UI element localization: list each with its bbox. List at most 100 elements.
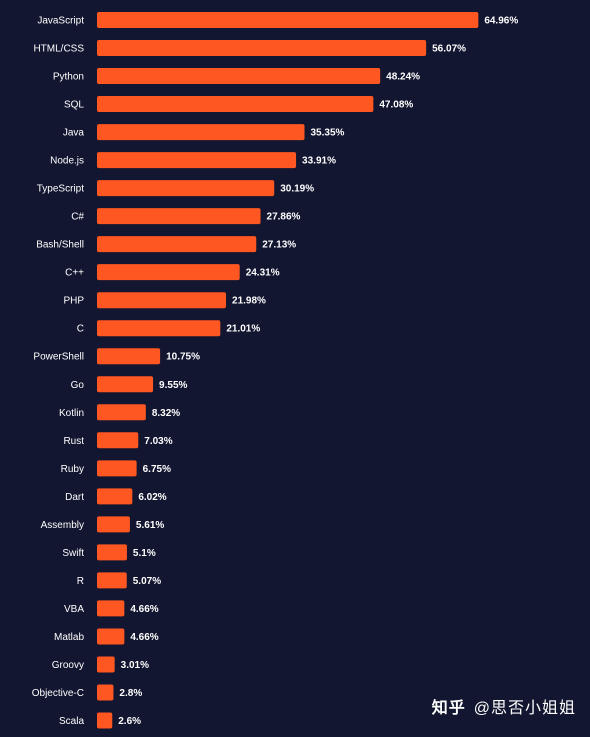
bar [97,236,257,253]
bar-row-php: PHP 21.98% [63,292,266,309]
value-label: 6.75% [143,464,171,475]
watermark: 知乎 @思否小姐姐 [432,694,576,718]
bar [97,600,125,617]
value-label: 9.55% [159,380,187,391]
bar [97,320,221,337]
bar-row-c: C# 27.86% [71,208,301,225]
bar [97,656,115,673]
bar [97,404,146,421]
bar-row-swift: Swift 5.1% [62,544,156,561]
category-label: C [77,324,84,335]
bar-row-typescript: TypeScript 30.19% [37,180,314,197]
value-label: 48.24% [386,72,420,83]
bar [97,180,275,197]
bar-row-scala: Scala 2.6% [59,712,141,729]
bar [97,376,154,393]
bar [97,40,427,57]
category-label: TypeScript [37,184,84,195]
category-label: Assembly [41,520,84,531]
bar-row-sql: SQL 47.08% [64,96,413,113]
bar [97,544,127,561]
bar-row-powershell: PowerShell 10.75% [33,348,200,365]
watermark-author: @思否小姐姐 [473,700,576,717]
value-label: 35.35% [311,128,345,139]
category-label: Go [71,380,85,391]
bar-row-ruby: Ruby 6.75% [61,460,171,477]
bar [97,684,114,701]
value-label: 24.31% [246,268,280,279]
value-label: 5.07% [133,576,161,587]
value-label: 8.32% [152,408,180,419]
value-label: 27.13% [262,240,296,251]
bar [97,460,137,477]
value-label: 4.66% [130,632,158,643]
category-label: Rust [63,436,84,447]
bar-row-dart: Dart 6.02% [65,488,167,505]
category-label: C++ [65,268,84,279]
value-label: 27.86% [267,212,301,223]
value-label: 4.66% [130,604,158,615]
bar [97,292,227,309]
bar-row-kotlin: Kotlin 8.32% [59,404,180,421]
bar-row-objective-c: Objective-C 2.8% [32,684,142,701]
category-label: PHP [63,296,84,307]
bar [97,264,240,281]
bar [97,488,133,505]
category-label: SQL [64,100,84,111]
category-label: HTML/CSS [33,44,84,55]
category-label: Objective-C [32,688,84,699]
bar-row-r: R 5.07% [77,572,161,589]
bar [97,68,381,85]
value-label: 30.19% [280,184,314,195]
value-label: 21.01% [226,324,260,335]
value-label: 64.96% [484,16,518,27]
bar [97,628,125,645]
bar [97,96,374,113]
value-label: 5.61% [136,520,164,531]
bar [97,124,305,141]
value-label: 56.07% [432,44,466,55]
bar-row-bash-shell: Bash/Shell 27.13% [36,236,296,253]
bar [97,208,261,225]
category-label: JavaScript [37,16,84,27]
bar [97,12,479,28]
value-label: 47.08% [379,100,413,111]
bar-row-vba: VBA 4.66% [64,600,159,617]
bar-row-go: Go 9.55% [71,376,188,393]
category-label: VBA [64,604,84,615]
category-label: Python [53,72,84,83]
category-label: Node.js [50,156,84,167]
category-label: Ruby [61,464,84,475]
value-label: 3.01% [121,660,149,671]
category-label: Bash/Shell [36,240,84,251]
value-label: 5.1% [133,548,156,559]
bars-layer: JavaScript 64.96% HTML/CSS 56.07% Python 48.2… [32,12,518,729]
category-label: PowerShell [33,352,84,363]
category-label: Scala [59,716,84,727]
bar-row-assembly: Assembly 5.61% [41,516,164,533]
bar [97,432,139,449]
watermark-brand: 知乎 [431,700,466,717]
category-label: Java [63,128,85,139]
value-label: 2.6% [118,716,141,727]
bar-row-matlab: Matlab 4.66% [54,628,159,645]
category-label: Swift [62,548,84,559]
bar [97,348,161,365]
bar-row-node-js: Node.js 33.91% [50,152,336,169]
category-label: Dart [65,492,84,503]
value-label: 10.75% [166,352,200,363]
value-label: 7.03% [144,436,172,447]
bar-row-c: C++ 24.31% [65,264,280,281]
bar-row-rust: Rust 7.03% [63,432,173,449]
bar-row-groovy: Groovy 3.01% [52,656,149,673]
bar [97,152,297,169]
bar-row-c: C 21.01% [77,320,260,337]
bar-row-html-css: HTML/CSS 56.07% [33,40,466,57]
bar [97,712,113,729]
category-label: Matlab [54,632,84,643]
bar-row-python: Python 48.24% [53,68,420,85]
category-label: Kotlin [59,408,84,419]
value-label: 2.8% [119,688,142,699]
